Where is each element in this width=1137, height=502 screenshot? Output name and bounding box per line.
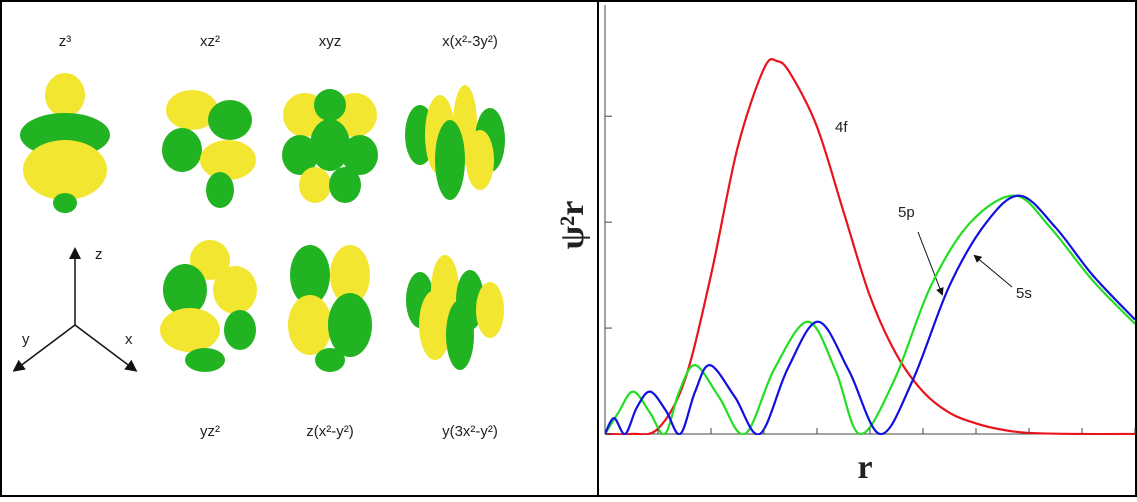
orbital-label: yz² [200, 423, 220, 440]
orbital-shapes [20, 73, 505, 372]
axis-letter: z [95, 246, 103, 263]
series-line [605, 194, 1135, 435]
y-axis-label: ψ²r [554, 201, 591, 250]
series-line [605, 194, 1135, 435]
arrow [917, 231, 944, 296]
arrow [973, 254, 1013, 288]
series-label: 4f [835, 119, 848, 136]
orbital-label: x(x²-3y²) [442, 33, 498, 50]
orbital-label: xz² [200, 33, 220, 50]
plot [605, 57, 1135, 435]
series-label: 5p [898, 204, 915, 221]
axis-letter: x [125, 331, 133, 348]
axis-triad [12, 247, 138, 372]
axis-letter: y [22, 331, 30, 348]
orbital-label: z³ [59, 33, 72, 50]
orbital-label: y(3x²-y²) [442, 423, 498, 440]
series-line [605, 57, 1135, 435]
orbital-label: xyz [319, 33, 342, 50]
series-label: 5s [1016, 285, 1032, 302]
x-axis-label: r [857, 449, 872, 486]
orbital-label: z(x²-y²) [306, 423, 353, 440]
